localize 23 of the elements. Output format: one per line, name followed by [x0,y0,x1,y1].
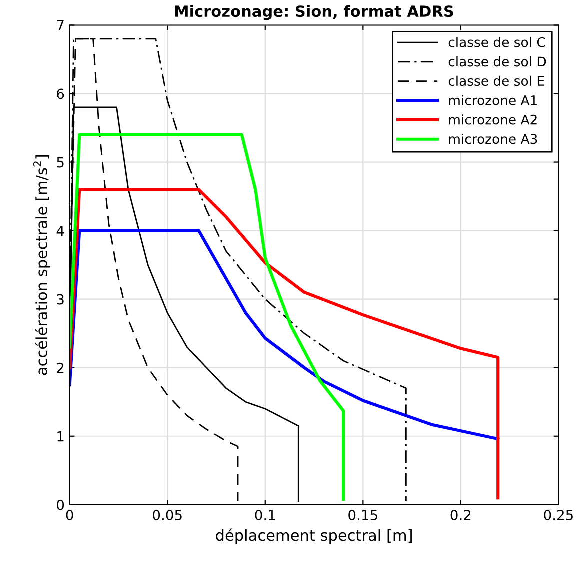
x-tick-label: 0 [66,510,74,521]
legend-label: classe de sol C [448,37,546,48]
y-axis-title: accélération spectrale [m/s$^{2}$] [33,156,50,376]
x-tick-label: 0.2 [450,510,471,521]
x-tick-label: 0.1 [255,510,276,521]
y-tick-label: 6 [57,88,64,100]
legend-label: microzone A2 [449,114,537,125]
y-tick-label: 0 [57,500,64,510]
x-tick-label: 0.15 [348,510,378,521]
legend-label: classe de sol D [448,56,546,67]
chart-title: Microzonage: Sion, format ADRS [176,5,454,20]
y-tick-label: 7 [57,20,64,31]
y-tick-label: 2 [57,362,64,374]
y-tick-label: 4 [56,226,64,236]
y-tick-label: 5 [57,157,64,168]
x-tick-label: 0.05 [153,510,182,521]
legend-label: microzone A1 [449,95,537,106]
y-tick-label: 3 [57,294,64,305]
legend-label: microzone A3 [449,134,538,144]
y-tick-label: 1 [58,432,64,442]
legend-label: classe de sol E [448,76,544,86]
x-tick-label: 0.25 [544,510,573,521]
x-axis-title: déplacement spectral [m] [216,528,412,544]
